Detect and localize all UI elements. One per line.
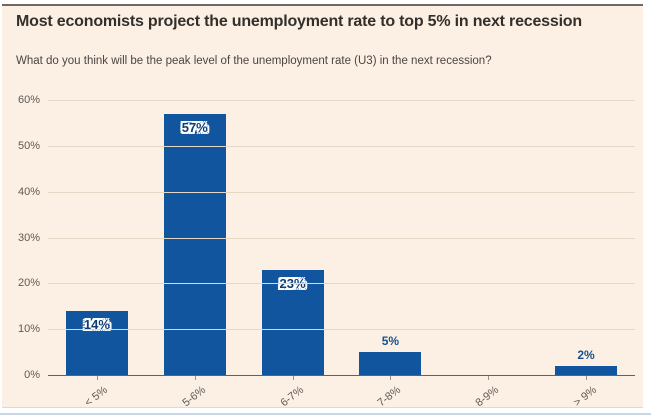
bar-slot: 57% 5-6% bbox=[146, 100, 244, 409]
y-axis-tick-label: 0% bbox=[24, 369, 40, 381]
bar: 14% bbox=[65, 310, 128, 375]
chart-card: Most economists project the unemployment… bbox=[2, 4, 643, 409]
x-axis-tick-label: 6-7% bbox=[277, 384, 306, 410]
page-divider bbox=[0, 413, 651, 415]
bar-slot: 14% < 5% bbox=[48, 100, 146, 409]
y-axis-tick-label: 50% bbox=[17, 139, 40, 152]
y-axis-tick-label: 60% bbox=[17, 94, 40, 106]
x-axis-tick-label: 7-8% bbox=[375, 384, 404, 410]
y-axis-tick-label: 40% bbox=[17, 185, 40, 198]
y-axis: 0% 10% 20% 30% 40% 50% 60% bbox=[4, 94, 40, 381]
x-axis-tick-label: < 5% bbox=[82, 384, 110, 410]
gridline bbox=[48, 329, 635, 331]
x-axis-tick bbox=[292, 375, 294, 380]
x-axis-line bbox=[48, 375, 635, 376]
x-axis-tick-label: > 9% bbox=[571, 384, 600, 410]
gridline bbox=[48, 191, 635, 193]
bar: 5% bbox=[359, 334, 422, 375]
bar-value-label: 5% bbox=[381, 334, 400, 349]
x-axis-tick bbox=[488, 375, 490, 380]
bar-slot: 23% 6-7% bbox=[244, 100, 342, 409]
bar-value-label: 57% bbox=[181, 119, 208, 135]
bar: 2% bbox=[555, 348, 618, 375]
y-axis-tick-label: 20% bbox=[17, 277, 40, 290]
bar-value-label: 23% bbox=[279, 275, 306, 291]
x-axis-tick-label: 5-6% bbox=[180, 384, 208, 410]
y-axis-tick-label: 10% bbox=[17, 323, 40, 336]
bar-slot: 5% 7-8% bbox=[341, 100, 439, 409]
gridline bbox=[48, 237, 635, 239]
x-axis-tick bbox=[96, 375, 98, 380]
chart-subtitle: What do you think will be the peak level… bbox=[16, 55, 492, 67]
x-axis-tick bbox=[390, 375, 392, 380]
plot-area: 14% < 5% 57% 5-6% 23% 6-7% 5% 7-8% 8-9% 2% > 9% bbox=[48, 100, 635, 409]
bar-slots: 14% < 5% 57% 5-6% 23% 6-7% 5% 7-8% 8-9% 2% > 9% bbox=[48, 100, 635, 409]
x-axis-tick bbox=[586, 375, 588, 380]
chart-title: Most economists project the unemployment… bbox=[16, 13, 582, 30]
gridline bbox=[48, 283, 635, 285]
bar-slot: 8-9% bbox=[439, 100, 537, 409]
bar-slot: 2% > 9% bbox=[537, 100, 635, 409]
gridline bbox=[48, 145, 635, 147]
bar-value-label: 14% bbox=[83, 316, 110, 332]
bar-value-label: 2% bbox=[577, 347, 595, 362]
x-axis-tick-label: 8-9% bbox=[473, 384, 502, 410]
gridline bbox=[48, 100, 635, 101]
bar: 23% bbox=[261, 269, 324, 375]
y-axis-tick-label: 30% bbox=[17, 231, 40, 244]
x-axis-tick bbox=[194, 375, 196, 380]
bar: 57% bbox=[163, 113, 226, 375]
